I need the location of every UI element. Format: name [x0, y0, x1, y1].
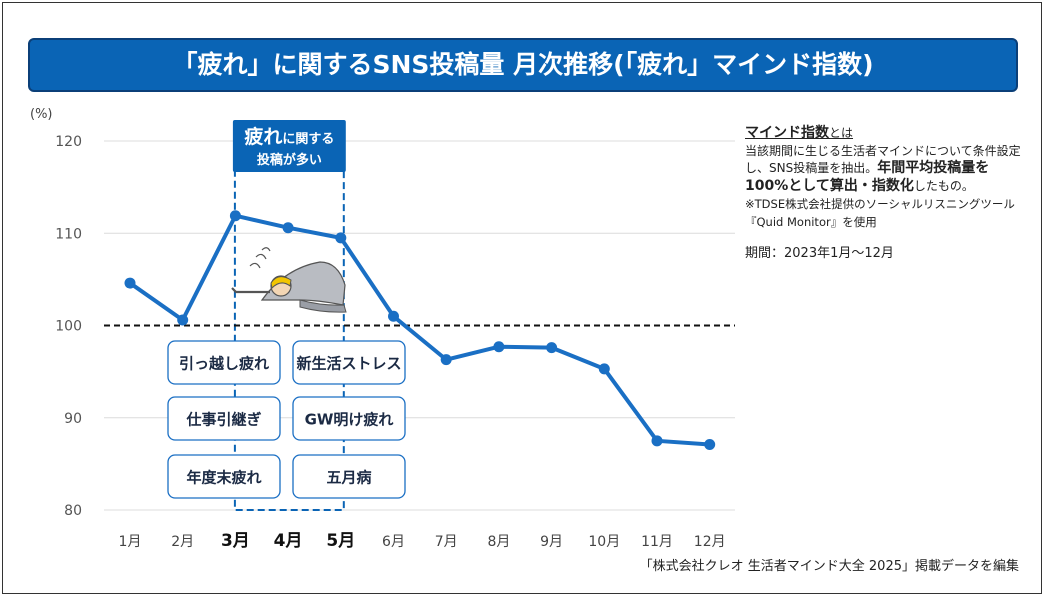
- annotation-label: 仕事引継ぎ: [185, 411, 261, 429]
- data-point-3月: [229, 210, 241, 222]
- x-tick-label: 2月: [171, 534, 194, 550]
- data-point-11月: [651, 435, 663, 447]
- y-tick-label: 110: [55, 226, 82, 242]
- data-point-8月: [493, 341, 505, 353]
- annotation-label: 引っ越し疲れ: [179, 355, 269, 373]
- highlight-label-line2: 投稿が多い: [257, 152, 322, 168]
- data-point-1月: [124, 277, 136, 289]
- y-tick-label: 100: [55, 319, 82, 335]
- definition-title-suffix: とは: [829, 126, 854, 140]
- y-tick-label: 90: [64, 411, 82, 427]
- annotation-box: [167, 340, 281, 385]
- definition-text-2: したもの。: [913, 178, 974, 193]
- tool-note: ※TDSE株式会社提供のソーシャルリスニングツール『Quid Monitor』を…: [745, 197, 1015, 229]
- y-axis-label: (%): [30, 107, 53, 122]
- data-point-10月: [598, 363, 610, 375]
- data-point-12月: [704, 439, 716, 451]
- highlight-label-small: に関する: [282, 132, 334, 147]
- x-tick-label: 9月: [540, 534, 563, 550]
- source-note: 「株式会社クレオ 生活者マインド大全 2025」掲載データを編集: [639, 559, 1019, 574]
- page-title: 「疲れ」に関するSNS投稿量 月次推移(「疲れ」マインド指数): [28, 38, 1018, 92]
- x-tick-label: 1月: [119, 534, 142, 550]
- highlight-range-box: [233, 169, 345, 511]
- data-point-9月: [546, 342, 558, 354]
- x-tick-label: 10月: [588, 534, 620, 550]
- period-label: 期間：2023年1月～12月: [745, 246, 894, 261]
- annotation-label: 五月病: [326, 469, 371, 487]
- definition-text-bold: 年間平均投稿量を100%として算出・指数化: [745, 160, 990, 194]
- y-tick-label: 80: [64, 503, 82, 519]
- annotation-label: 年度末疲れ: [186, 469, 261, 487]
- y-tick-label: 120: [55, 134, 82, 150]
- x-tick-label: 6月: [382, 534, 405, 550]
- mind-index-description: マインド指数とは 当該期間に生じる生活者マインドについて条件設定し、SNS投稿量…: [745, 125, 1030, 263]
- definition-title: マインド指数: [745, 125, 829, 141]
- x-tick-label: 4月: [274, 531, 303, 551]
- highlight-label-line1: 疲れに関する: [244, 125, 334, 148]
- annotation-box: [292, 340, 406, 385]
- annotation-label: GW明け疲れ: [305, 411, 394, 429]
- x-tick-label: 12月: [694, 534, 726, 550]
- annotation-box: [292, 396, 406, 441]
- data-point-6月: [388, 310, 399, 322]
- definition-text-1: 当該期間に生じる生活者マインドについて条件設定し、SNS投稿量を抽出。: [745, 143, 1021, 176]
- x-tick-label: 8月: [487, 534, 510, 550]
- x-tick-label: 5月: [326, 531, 355, 551]
- annotation-label: 新生活ストレス: [296, 355, 401, 373]
- annotation-box: [167, 396, 281, 441]
- data-point-5月: [335, 232, 347, 244]
- tired-person-crawling-icon: [231, 247, 347, 313]
- highlight-label-box: [232, 120, 346, 172]
- data-point-7月: [440, 354, 452, 366]
- data-point-2月: [177, 314, 189, 326]
- series-line: [128, 213, 710, 447]
- highlight-label-big: 疲れ: [244, 125, 282, 148]
- x-tick-label: 7月: [435, 534, 458, 550]
- x-tick-label: 11月: [641, 534, 673, 550]
- data-point-4月: [282, 222, 294, 234]
- annotation-box: [292, 454, 406, 499]
- x-tick-label: 3月: [221, 531, 250, 551]
- annotation-box: [167, 454, 281, 499]
